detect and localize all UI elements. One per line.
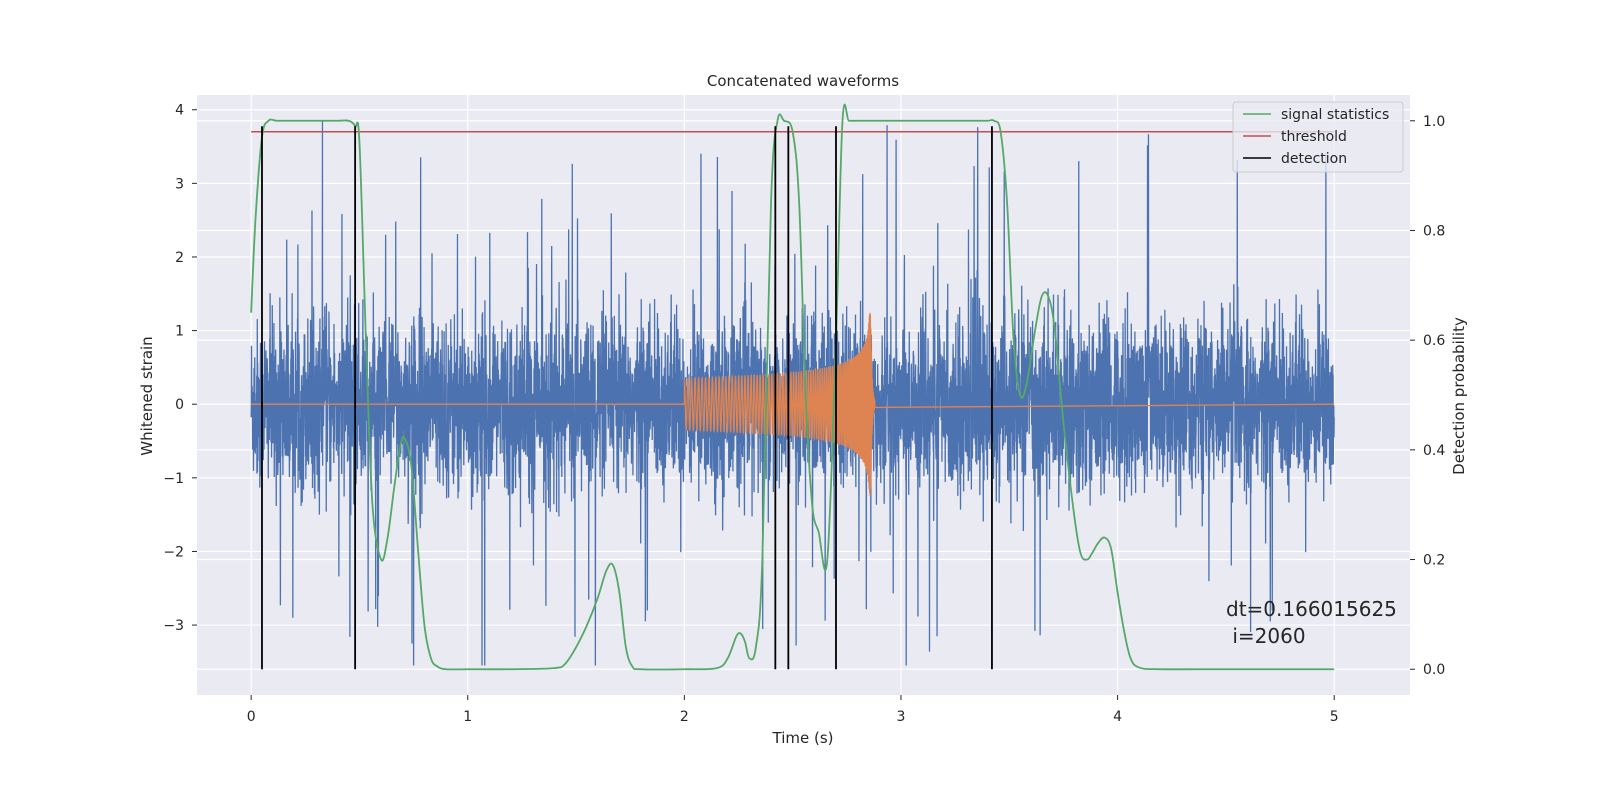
detection-series — [261, 126, 993, 670]
x-tick-label: 3 — [897, 709, 906, 725]
grid — [197, 95, 1410, 695]
y-tick-label: 0 — [175, 397, 184, 413]
legend-box — [1232, 101, 1404, 173]
legend-label-signal-statistics: signal statistics — [1281, 107, 1389, 123]
y2-tick-label: 0.4 — [1423, 443, 1445, 459]
legend-label-detection: detection — [1281, 151, 1347, 167]
signal-statistics-series — [250, 103, 1335, 671]
y-tick-label: 3 — [175, 176, 184, 192]
y2-axis-ticks: 0.0 0.2 0.4 0.6 0.8 1.0 — [1410, 114, 1445, 678]
y-tick-label: 4 — [175, 103, 184, 119]
x-tick-label: 1 — [463, 709, 472, 725]
y-tick-label: −1 — [163, 471, 184, 487]
x-axis-title: Time (s) — [772, 729, 834, 747]
annotation: dt=0.166015625 i=2060 — [1226, 597, 1397, 648]
y-tick-label: 1 — [175, 324, 184, 340]
legend-label-threshold: threshold — [1281, 129, 1347, 145]
y-tick-label: 2 — [175, 250, 184, 266]
chart-title: Concatenated waveforms — [707, 72, 899, 90]
x-tick-label: 2 — [680, 709, 689, 725]
chirp-line — [251, 312, 1335, 497]
y-axis-title: Whitened strain — [138, 336, 156, 455]
y2-axis-title: Detection probability — [1450, 317, 1468, 475]
chirp-series — [251, 312, 1335, 497]
y2-tick-label: 0.6 — [1423, 333, 1445, 349]
legend: signal statistics threshold detection — [1232, 101, 1404, 173]
y2-tick-label: 1.0 — [1423, 114, 1445, 130]
y2-tick-label: 0.8 — [1423, 223, 1445, 239]
y-axis-ticks: −3 −2 −1 0 1 2 3 4 — [163, 103, 197, 634]
y2-tick-label: 0.2 — [1423, 553, 1445, 569]
x-tick-label: 5 — [1330, 709, 1339, 725]
annotation-line-i: i=2060 — [1226, 624, 1306, 648]
x-tick-label: 4 — [1113, 709, 1122, 725]
signal-statistics-line — [250, 103, 1335, 671]
x-axis-ticks: 0 1 2 3 4 5 — [247, 695, 1339, 725]
y-tick-label: −2 — [163, 544, 184, 560]
y2-tick-label: 0.0 — [1423, 662, 1445, 678]
y-tick-label: −3 — [163, 618, 184, 634]
annotation-line-dt: dt=0.166015625 — [1226, 597, 1397, 621]
x-tick-label: 0 — [247, 709, 256, 725]
